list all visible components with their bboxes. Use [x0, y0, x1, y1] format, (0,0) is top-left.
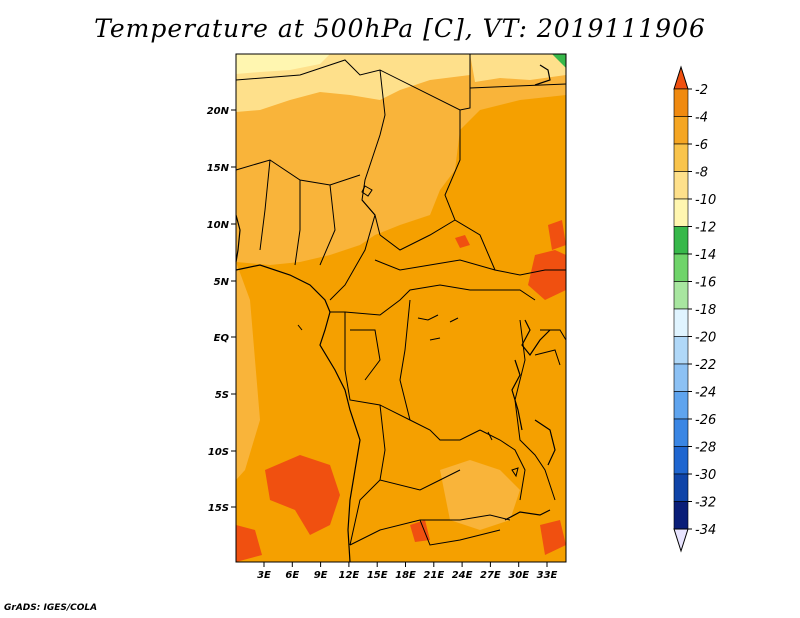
colorbar-swatch [673, 143, 689, 172]
colorbar-label: -22 [695, 358, 716, 373]
lon-tick-label: 18E [395, 570, 416, 581]
colorbar-label: -30 [695, 468, 716, 483]
colorbar-label: -14 [695, 248, 716, 263]
field-region-southeast-hot [540, 520, 566, 555]
grads-credit: GrADS: IGES/COLA [4, 603, 98, 613]
colorbar-swatch [673, 198, 689, 227]
lat-tick-label: 15N [207, 163, 230, 174]
colorbar-swatch [673, 418, 689, 447]
colorbar-label: -12 [695, 221, 716, 236]
lon-tick-label: 24E [452, 570, 473, 581]
colorbar-label: -18 [695, 303, 716, 318]
lat-tick-label: 10S [208, 447, 229, 458]
field-region-southwest-hot [265, 455, 340, 535]
colorbar-label: -2 [695, 83, 708, 98]
colorbar-swatch [673, 501, 689, 530]
field-region-north-warm [236, 54, 566, 265]
colorbar-swatch [673, 473, 689, 502]
colorbar-label: -26 [695, 413, 716, 428]
colorbar-label: -34 [695, 523, 716, 538]
lat-tick-label: 5N [214, 277, 230, 288]
field-region-northeast-coldest [552, 54, 566, 68]
latitude-ticks: 20N 15N 10N 5N EQ 5S 10S 15S [207, 106, 236, 514]
field-region-south-hot [410, 520, 430, 542]
colorbar-label: -20 [695, 331, 716, 346]
colorbar: -2 -4 -6 -8 -10 -12 -14 -16 -18 -20 -22 -24 -26 -28 -3… [673, 65, 716, 553]
colorbar-label: -10 [695, 193, 716, 208]
field-region-east-hot-north [548, 220, 566, 250]
lon-tick-label: 27E [480, 570, 501, 581]
lon-tick-label: 3E [257, 570, 271, 581]
colorbar-bottom-arrow [673, 528, 689, 553]
colorbar-swatch [673, 336, 689, 365]
lon-tick-label: 12E [339, 570, 360, 581]
colorbar-label: -28 [695, 441, 716, 456]
colorbar-swatch [673, 116, 689, 145]
colorbar-swatch [673, 391, 689, 420]
lon-tick-label: 21E [423, 570, 444, 581]
longitude-ticks: 3E 6E 9E 12E 15E 18E 21E 24E 27E 30E 33E [257, 562, 558, 581]
field-region-east-hot [528, 250, 566, 300]
colorbar-swatch [673, 308, 689, 337]
field-region-sahara-coldest [236, 54, 330, 74]
field-region-central-hot [455, 235, 470, 248]
colorbar-label: -32 [695, 496, 716, 511]
colorbar-swatch [673, 171, 689, 200]
colorbar-top-arrow [673, 65, 689, 90]
colorbar-label: -16 [695, 276, 716, 291]
colorbar-swatch [673, 363, 689, 392]
lat-tick-label: 10N [207, 220, 230, 231]
lat-tick-label: 5S [215, 390, 229, 401]
map-title: Temperature at 500hPa [C], VT: 201911190… [94, 14, 706, 43]
colorbar-label: -6 [695, 138, 708, 153]
colorbar-label: -24 [695, 386, 716, 401]
colorbar-swatch [673, 226, 689, 255]
lon-tick-label: 33E [537, 570, 558, 581]
lakes [297, 185, 519, 478]
colorbar-swatch [673, 88, 689, 117]
field-region-south-plateau [440, 460, 520, 530]
lon-tick-label: 9E [314, 570, 328, 581]
lon-tick-label: 30E [508, 570, 529, 581]
lat-tick-label: 20N [207, 106, 230, 117]
map-frame [235, 53, 567, 563]
lon-tick-label: 15E [367, 570, 388, 581]
field-region-southwest-hot-2 [236, 525, 262, 562]
lat-tick-label: EQ [214, 333, 230, 344]
colorbar-swatch [673, 446, 689, 475]
colorbar-swatch [673, 281, 689, 310]
country-borders [235, 54, 567, 546]
coastlines [235, 64, 556, 563]
field-region-west-plateau [236, 262, 260, 480]
field-region-sahara-cool-east [470, 54, 566, 82]
colorbar-label: -8 [695, 166, 708, 181]
lon-tick-label: 6E [285, 570, 299, 581]
colorbar-label: -4 [695, 111, 708, 126]
lat-tick-label: 15S [208, 503, 229, 514]
colorbar-swatch [673, 253, 689, 282]
